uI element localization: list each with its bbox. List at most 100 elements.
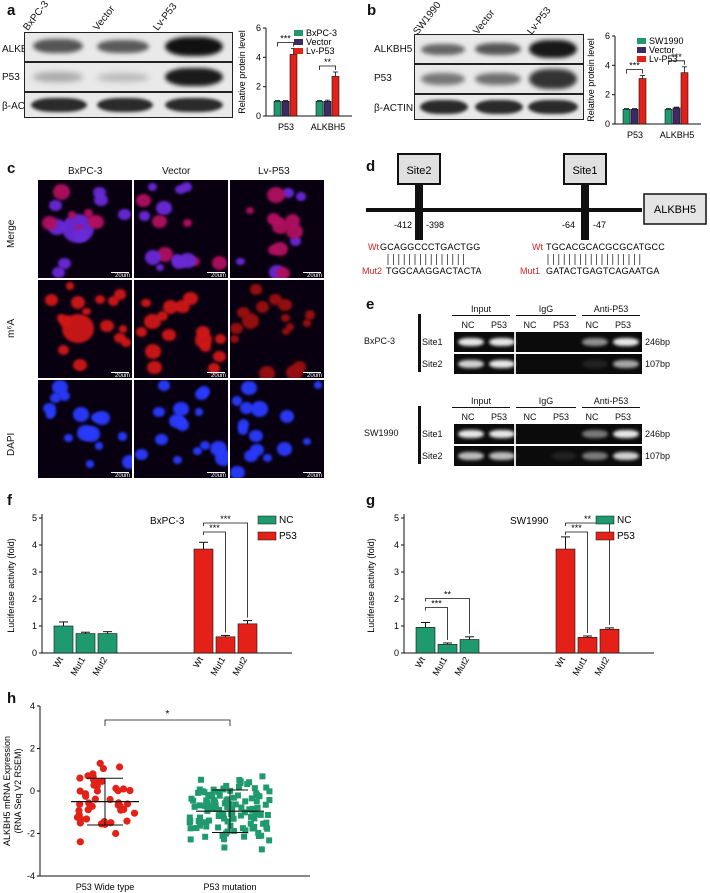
y-tick-label: 5 [32, 513, 37, 523]
wt1-seq: TGCACGCACGCGCATGCC [546, 242, 665, 252]
lane-label: P53 [490, 412, 507, 422]
data-point [257, 811, 264, 818]
cell-nucleus [245, 206, 254, 215]
significance-label: *** [431, 598, 442, 608]
y-tick-label: 4 [256, 52, 261, 62]
cell-nucleus [208, 363, 221, 375]
row-label: ALKBH5 [2, 44, 41, 55]
row-label: β-ACTIN [2, 101, 42, 112]
cell-nucleus [302, 318, 312, 327]
scale-label: 20um [210, 473, 226, 478]
scale-label: 20um [114, 373, 130, 378]
data-point [207, 805, 214, 812]
data-point [84, 772, 92, 780]
gel-band [489, 430, 515, 438]
data-point [73, 813, 82, 821]
cell-nucleus [286, 364, 304, 378]
site-label: Site1 [422, 429, 443, 439]
cell-nucleus [275, 267, 291, 278]
cell-nucleus [237, 423, 247, 431]
gel-band [489, 452, 515, 460]
cell-nucleus [52, 266, 65, 278]
cell-nucleus [250, 443, 265, 457]
cell-nucleus [64, 434, 73, 442]
gel-band [582, 360, 608, 368]
data-point [263, 784, 270, 791]
legend-label: Vector [649, 45, 675, 55]
lane-label: P53 [552, 412, 569, 422]
panel-g-bar-chart: 0 1 2 3 4 5 Luciferase activity (fold) SW1990 Wt… [366, 513, 654, 677]
y-axis-label: ALKBH5 mRNA Expression [2, 736, 12, 846]
legend-label: NC [279, 515, 293, 526]
gel-band [458, 430, 484, 438]
panel-d-label: d [366, 158, 376, 175]
legend-swatch [257, 515, 277, 525]
data-point [93, 787, 102, 795]
lane-label: P53 [490, 320, 507, 330]
data-point [86, 801, 94, 809]
data-point [254, 804, 261, 811]
data-point [266, 837, 273, 844]
data-point [244, 781, 251, 788]
gel-strip [454, 332, 642, 352]
cell-nucleus [113, 289, 126, 301]
scale-bar [111, 371, 129, 373]
cell-nucleus [192, 447, 202, 456]
y-tick-label: 3 [32, 567, 37, 577]
panel-a-label: a [7, 2, 16, 19]
micrograph: 20um [230, 180, 324, 278]
column-label: Vector [162, 166, 191, 177]
y-tick-label: 1 [32, 621, 37, 631]
data-point [248, 813, 255, 820]
cell-nucleus [136, 193, 152, 208]
site-label: Site2 [422, 451, 443, 461]
data-point [221, 815, 228, 822]
cell-nucleus [73, 228, 88, 242]
cell-nucleus [277, 442, 293, 456]
data-point [221, 836, 228, 843]
data-point [262, 801, 269, 808]
lane-label: Lv-P53 [151, 1, 180, 33]
data-point [212, 802, 219, 809]
row-label: β-ACTIN [374, 103, 414, 114]
mut2-label: Mut2 [362, 266, 382, 276]
data-point [96, 759, 104, 767]
cell-nucleus [121, 454, 132, 469]
legend-swatch [257, 531, 277, 541]
cell-nucleus [85, 460, 95, 468]
cell-nucleus [196, 326, 210, 339]
cell-nucleus [117, 432, 128, 441]
bar [75, 633, 96, 654]
header-rule [516, 407, 576, 408]
panel-h-scatter-plot: -4 -2 0 2 4 ALKBH5 mRNA Expression (RNA Seq V2… [2, 701, 310, 892]
gel-band [489, 338, 515, 346]
blot-alkbh5 [24, 32, 233, 62]
lane-label: NC [585, 412, 599, 422]
row-label: ALKBH5 [374, 44, 413, 55]
lane-label: Vector [91, 3, 118, 33]
cell-nucleus [65, 282, 75, 291]
bar [680, 72, 689, 125]
cell-nucleus [263, 454, 273, 463]
data-point [242, 798, 249, 805]
gel-band [458, 452, 484, 460]
cell-nucleus [42, 402, 56, 415]
mut1-label: Mut1 [520, 266, 540, 276]
legend-label: Lv-P53 [649, 54, 678, 64]
x-tick-label: Mut2 [91, 655, 110, 677]
sequence-alignment-ticks [387, 254, 641, 265]
data-point [221, 844, 228, 851]
panel-b-blot: SW1990 Vector Lv-P53 ALKBH5 P53 β-ACTIN [362, 0, 587, 125]
y-tick-label: 4 [30, 701, 35, 711]
cell-nucleus [214, 333, 227, 344]
x-tick-label: ALKBH5 [311, 122, 346, 132]
data-point [258, 846, 265, 853]
cell-nucleus [313, 381, 323, 389]
cell-nucleus [211, 255, 228, 270]
data-point [224, 828, 231, 835]
row-label: P53 [2, 72, 20, 83]
gel-band [613, 452, 639, 460]
cell-nucleus [73, 358, 87, 371]
data-point [114, 801, 122, 809]
lane-label: BxPC-3 [21, 0, 52, 34]
